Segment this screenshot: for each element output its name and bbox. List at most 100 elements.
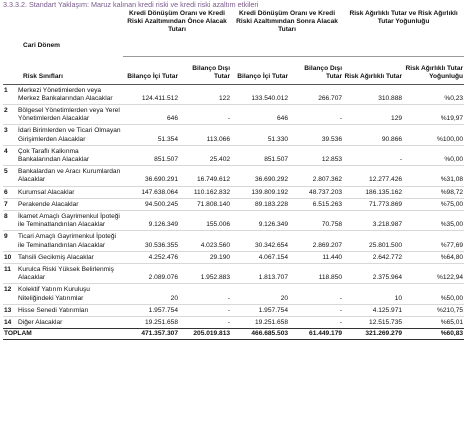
cell-value: 9.126.349 xyxy=(231,210,289,230)
credit-risk-table: Cari Dönem Kredi Dönüşüm Oranı ve Kredi … xyxy=(3,10,464,340)
cell-value: 2.642.772 xyxy=(343,251,403,263)
cell-value: 646 xyxy=(231,104,289,124)
table-row: 2 Bölgesel Yönetimlerden veya Yerel Yönet… xyxy=(3,104,464,124)
cell-value: 20 xyxy=(231,284,289,304)
cell-value: - xyxy=(179,284,231,304)
cell-value: 155.006 xyxy=(179,210,231,230)
table-row: 12 Kolektif Yatırım Kuruluşu Niteliğindek… xyxy=(3,284,464,304)
cell-value: %65,01 xyxy=(403,316,464,328)
cell-value: 51.330 xyxy=(231,125,289,145)
table-row: 13 Hisse Senedi Yatırımları 1.957.754-1.95… xyxy=(3,304,464,316)
cell-value: 122 xyxy=(179,84,231,104)
cell-value: 20 xyxy=(123,284,179,304)
cell-value: 4.067.154 xyxy=(231,251,289,263)
group-header-after-crm: Kredi Dönüşüm Oranı ve Kredi Riski Azalt… xyxy=(231,10,343,56)
cell-value: - xyxy=(289,104,343,124)
cell-value: %0,00 xyxy=(403,145,464,165)
cell-value: 133.540.012 xyxy=(231,84,289,104)
total-value: 466.685.503 xyxy=(231,329,289,340)
cell-value: 12.515.735 xyxy=(343,316,403,328)
table-row: 14 Diğer Alacaklar 19.251.658 - 19.251.658 - 1… xyxy=(3,316,464,328)
cell-value: 71.773.869 xyxy=(343,198,403,210)
cell-value: 2.807.362 xyxy=(289,166,343,186)
row-number: 11 xyxy=(3,263,17,283)
cell-value: 10 xyxy=(343,284,403,304)
cell-value: 51.354 xyxy=(123,125,179,145)
row-number: 3 xyxy=(3,125,17,145)
cell-value: 9.126.349 xyxy=(123,210,179,230)
total-value: 321.269.279 xyxy=(343,329,403,340)
cell-value: 1.957.754 xyxy=(231,304,289,316)
cell-value: 4.125.971 xyxy=(343,304,403,316)
row-label: Bölgesel Yönetimlerden veya Yerel Yöneti… xyxy=(17,104,123,124)
table-row: 6 Kurumsal Alacaklar 147.638.064 110.162.83… xyxy=(3,186,464,198)
cell-value: 113.066 xyxy=(179,125,231,145)
cell-value: 36.690.291 xyxy=(123,166,179,186)
cell-value: %19,97 xyxy=(403,104,464,124)
cell-value: 186.135.162 xyxy=(343,186,403,198)
cell-value: 94.500.245 xyxy=(123,198,179,210)
total-value: 205.019.813 xyxy=(179,329,231,340)
cell-value: 6.515.263 xyxy=(289,198,343,210)
row-number: 7 xyxy=(3,198,17,210)
cell-value: 124.411.512 xyxy=(123,84,179,104)
cell-value: 646 xyxy=(123,104,179,124)
group-header-before-crm: Kredi Dönüşüm Oranı ve Kredi Riski Azalt… xyxy=(123,10,231,56)
cell-value: %50,00 xyxy=(403,284,464,304)
table-row: 10 Tahsili Gecikmiş Alacaklar 4.252.476 29.… xyxy=(3,251,464,263)
cell-value: 12.277.426 xyxy=(343,166,403,186)
row-number: 2 xyxy=(3,104,17,124)
cell-value: - xyxy=(289,284,343,304)
total-value: %60,83 xyxy=(403,329,464,340)
cell-value: 25.801.500 xyxy=(343,231,403,251)
cell-value: 2.869.207 xyxy=(289,231,343,251)
row-number: 10 xyxy=(3,251,17,263)
row-label: Perakende Alacaklar xyxy=(17,198,123,210)
row-number: 4 xyxy=(3,145,17,165)
cell-value: 48.737.203 xyxy=(289,186,343,198)
cell-value: 39.536 xyxy=(289,125,343,145)
cell-value: 129 xyxy=(343,104,403,124)
cell-value: 29.190 xyxy=(179,251,231,263)
subcol-header: Bilanço Dışı Tutar xyxy=(179,56,231,84)
cell-value: 4.023.560 xyxy=(179,231,231,251)
cell-value: 2.375.964 xyxy=(343,263,403,283)
subcol-header: Bilanço Dışı Tutar xyxy=(289,56,343,84)
row-label: Merkezi Yönetimlerden veya Merkez Bankal… xyxy=(17,84,123,104)
table-row: 3 İdari Birimlerden ve Ticari Olmayan Gir… xyxy=(3,125,464,145)
row-label: Bankalardan ve Aracı Kurumlardan Alacakl… xyxy=(17,166,123,186)
total-value: 471.357.307 xyxy=(123,329,179,340)
cell-value: - xyxy=(289,304,343,316)
cell-value: - xyxy=(179,304,231,316)
cell-value: %0,23 xyxy=(403,84,464,104)
cell-value: %77,69 xyxy=(403,231,464,251)
cell-value: 266.707 xyxy=(289,84,343,104)
total-value: 61.449.179 xyxy=(289,329,343,340)
subcol-header: Bilanço İçi Tutar xyxy=(123,56,179,84)
row-number: 13 xyxy=(3,304,17,316)
subcol-header: Risk Ağırlıklı Tutar xyxy=(343,56,403,84)
cell-value: - xyxy=(343,145,403,165)
table-row: 8 İkamet Amaçlı Gayrimenkul İpoteği ile T… xyxy=(3,210,464,230)
row-label: Kolektif Yatırım Kuruluşu Niteliğindeki … xyxy=(17,284,123,304)
cell-value: 89.183.228 xyxy=(231,198,289,210)
cell-value: 70.758 xyxy=(289,210,343,230)
row-number: 12 xyxy=(3,284,17,304)
cell-value: %75,00 xyxy=(403,198,464,210)
cell-value: 19.251.658 xyxy=(123,316,179,328)
row-number: 5 xyxy=(3,166,17,186)
cell-value: 36.690.292 xyxy=(231,166,289,186)
row-label: Kurulca Riski Yüksek Belirlenmiş Alacakl… xyxy=(17,263,123,283)
cell-value: 90.866 xyxy=(343,125,403,145)
row-number: 9 xyxy=(3,231,17,251)
row-label: Çok Taraflı Kalkınma Bankalarından Alaca… xyxy=(17,145,123,165)
cell-value: - xyxy=(289,316,343,328)
cell-value: 11.440 xyxy=(289,251,343,263)
cell-value: 147.638.064 xyxy=(123,186,179,198)
cell-value: %64,80 xyxy=(403,251,464,263)
section-title: 3.3.3.2. Standart Yaklaşım: Maruz kalına… xyxy=(3,0,258,9)
cell-value: 1.952.883 xyxy=(179,263,231,283)
current-period-header: Cari Dönem xyxy=(3,10,123,56)
row-label: Ticari Amaçlı Gayrimenkul İpoteği ile Te… xyxy=(17,231,123,251)
cell-value: 12.853 xyxy=(289,145,343,165)
